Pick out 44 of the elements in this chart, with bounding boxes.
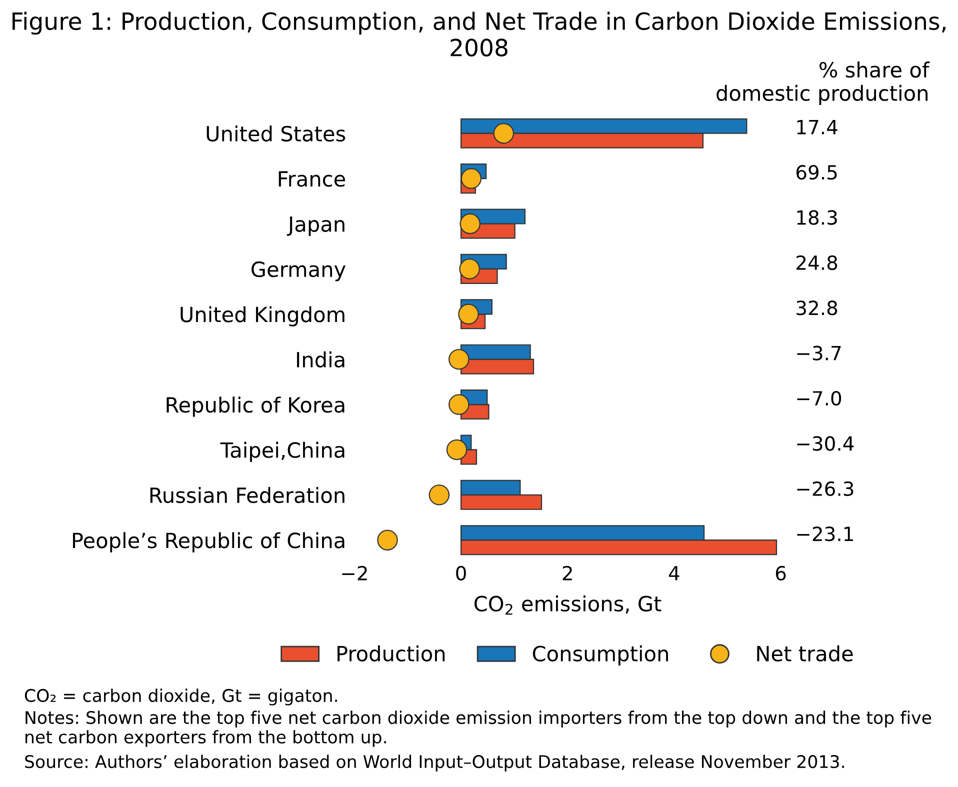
y-tick-label: Russian Federation [150, 487, 344, 504]
y-tick-label: Republic of Korea [166, 396, 344, 417]
x-tick-label: 0 [456, 566, 466, 581]
x-tick-label: 4 [668, 566, 680, 580]
legend-label: Consumption [532, 645, 668, 666]
y-tick-label: Germany [252, 261, 346, 282]
text: CO₂ = carbon dioxide, Gt = gigaton. [24, 688, 337, 706]
point [493, 122, 514, 144]
text: −7.0 [797, 390, 842, 406]
text: 69.5 [796, 164, 837, 180]
y-tick-label: United States [206, 125, 346, 142]
point [448, 348, 470, 370]
point [460, 168, 482, 189]
point [446, 439, 468, 460]
text: Notes: Shown are the top five net carbon dioxide emission importers from the top down and the top five net carbon exporters from the bottom up. [26, 710, 932, 747]
point [448, 394, 470, 415]
y-tick-label: Japan [286, 216, 344, 236]
point [428, 484, 450, 506]
x-tick-label: 2 [562, 566, 572, 580]
point [377, 530, 398, 550]
legend-label: Net trade [757, 645, 853, 662]
text: −26.3 [797, 481, 854, 496]
y-tick-label: United Kingdom [180, 306, 344, 326]
y-tick-label: France [278, 171, 346, 187]
x-tick-label: −2 [342, 566, 367, 580]
point [458, 304, 479, 325]
text: 24.8 [796, 255, 838, 270]
legend-label: Production [338, 645, 445, 662]
y-tick-label: People’s Republic of China [72, 532, 344, 552]
point [459, 258, 480, 280]
text: −30.4 [797, 436, 854, 451]
text: −23.1 [797, 526, 853, 542]
text: % share of domestic production [716, 62, 930, 106]
text: 17.4 [797, 120, 838, 134]
x-tick-label: 6 [776, 566, 786, 581]
y-tick-label: India [297, 351, 344, 368]
text: −3.7 [797, 346, 841, 360]
x-axis-title: CO$_{2}$ emissions, Gt [474, 595, 662, 615]
y-tick-label: Taipei,China [220, 442, 344, 462]
point [460, 213, 480, 234]
text: 18.3 [797, 210, 837, 225]
source-note: Source: Authors’ elaboration based on World Input–Output Database, release November 2013. [25, 754, 844, 772]
chart-title: Figure 1: Production, Consumption, and Net Trade in Carbon Dioxide Emissions, 2008 [12, 12, 946, 57]
text: 32.8 [796, 300, 838, 316]
